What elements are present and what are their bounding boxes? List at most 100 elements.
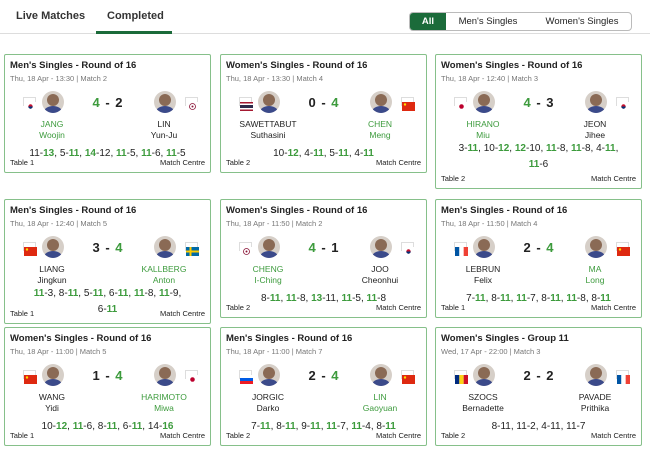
filter-all-button[interactable]: All xyxy=(410,13,446,30)
player-right[interactable]: CHEN Meng xyxy=(345,87,415,147)
set-score: 11-7 xyxy=(516,293,536,304)
match-title: Men's Singles - Round of 16 xyxy=(226,333,353,344)
tpe-flag-icon xyxy=(239,242,253,256)
table-label: Table 1 xyxy=(10,158,35,167)
set-scores: 8-11, 11-2, 4-11, 11-7 xyxy=(491,421,586,432)
player-left[interactable]: WANG Yidi xyxy=(17,360,87,420)
player-left[interactable]: SAWETTABUT Suthasini xyxy=(233,87,303,147)
player-given-name: Jihee xyxy=(584,130,606,140)
player-right[interactable]: PAVADE Prithika xyxy=(560,360,630,420)
table-label: Table 2 xyxy=(226,158,251,167)
player-left[interactable]: LEBRUN Felix xyxy=(448,232,518,292)
avatar xyxy=(154,364,176,386)
china-flag-icon xyxy=(23,370,37,384)
player-left[interactable]: CHENG I-Ching xyxy=(233,232,303,292)
match-card[interactable]: Women's Singles - Round of 16 Thu, 18 Apr… xyxy=(220,54,427,173)
match-card[interactable]: Women's Singles - Group 11 Wed, 17 Apr - … xyxy=(435,327,642,446)
player-right[interactable]: MA Long xyxy=(560,232,630,292)
set-scores: 10-12, 11-6, 8-11, 6-11, 14-16 xyxy=(41,421,174,432)
avatar xyxy=(585,364,607,386)
set-score: 8-11 xyxy=(58,288,79,299)
avatar xyxy=(585,236,607,258)
set-score: 6-11 xyxy=(97,304,118,315)
match-card[interactable]: Women's Singles - Round of 16 Thu, 18 Apr… xyxy=(220,199,427,318)
player-right[interactable]: LIN Yun-Ju xyxy=(129,87,199,147)
match-time: Thu, 18 Apr - 13:30 | Match 4 xyxy=(226,74,324,83)
filter-womens-singles-button[interactable]: Women's Singles xyxy=(545,16,619,27)
match-centre-link[interactable]: Match Centre xyxy=(375,431,421,440)
match-card[interactable]: Men's Singles - Round of 16 Thu, 18 Apr -… xyxy=(220,327,427,446)
match-title: Women's Singles - Round of 16 xyxy=(441,60,583,71)
match-centre-link[interactable]: Match Centre xyxy=(590,431,636,440)
tab-completed[interactable]: Completed xyxy=(107,10,164,22)
player-right[interactable]: JOO Cheonhui xyxy=(345,232,415,292)
match-title: Men's Singles - Round of 16 xyxy=(10,205,137,216)
avatar xyxy=(473,236,495,258)
player-surname: JEON xyxy=(583,119,607,129)
player-surname: LIN xyxy=(157,119,171,129)
china-flag-icon xyxy=(616,242,630,256)
player-surname: HIRANO xyxy=(466,119,500,129)
player-right[interactable]: KALLBERG Anton xyxy=(129,232,199,292)
match-centre-link[interactable]: Match Centre xyxy=(590,303,636,312)
set-scores: 11-13, 5-11, 14-12, 11-5, 11-6, 11-5 xyxy=(29,148,186,159)
set-score: 11-7 xyxy=(326,421,346,432)
tab-live-matches[interactable]: Live Matches xyxy=(16,10,86,22)
player-right[interactable]: LIN Gaoyuan xyxy=(345,360,415,420)
set-score: 11-8 xyxy=(566,293,586,304)
player-left[interactable]: HIRANO Miu xyxy=(448,87,518,147)
table-label: Table 2 xyxy=(226,431,251,440)
match-card[interactable]: Men's Singles - Round of 16 Thu, 18 Apr -… xyxy=(435,199,642,318)
set-score: 8-11 xyxy=(591,293,611,304)
player-given-name: Bernadette xyxy=(462,403,504,413)
match-centre-link[interactable]: Match Centre xyxy=(375,303,421,312)
set-score: 11-8 xyxy=(286,293,306,304)
player-surname: KALLBERG xyxy=(141,264,187,274)
set-score: 11-8 xyxy=(571,143,591,154)
set-score: 11-6 xyxy=(72,421,93,432)
match-score: 2 - 4 xyxy=(523,240,555,255)
set-score: 11-4 xyxy=(351,421,371,432)
korea-flag-icon xyxy=(23,97,37,111)
match-centre-link[interactable]: Match Centre xyxy=(159,431,205,440)
player-surname: JOO xyxy=(371,264,389,274)
avatar xyxy=(473,364,495,386)
set-score: 14-16 xyxy=(147,421,174,432)
match-card[interactable]: Men's Singles - Round of 16 Thu, 18 Apr -… xyxy=(4,199,211,324)
avatar xyxy=(258,364,280,386)
player-given-name: Darko xyxy=(256,403,280,413)
player-right[interactable]: JEON Jihee xyxy=(560,87,630,147)
match-time: Thu, 18 Apr - 11:50 | Match 2 xyxy=(226,219,323,228)
set-score: 11-6 xyxy=(141,148,161,159)
set-score: 8-11 xyxy=(260,293,281,304)
player-left[interactable]: JANG Woojin xyxy=(17,87,87,147)
match-centre-link[interactable]: Match Centre xyxy=(590,174,636,183)
match-centre-link[interactable]: Match Centre xyxy=(375,158,421,167)
player-given-name: Gaoyuan xyxy=(362,403,398,413)
player-right[interactable]: HARIMOTO Miwa xyxy=(129,360,199,420)
player-surname: SZOCS xyxy=(468,392,498,402)
set-score: 11-8 xyxy=(133,288,154,299)
china-flag-icon xyxy=(23,242,37,256)
set-score: 10-12 xyxy=(273,148,299,159)
france-flag-icon xyxy=(616,370,630,384)
set-score: 7-11 xyxy=(251,421,271,432)
player-given-name: Yun-Ju xyxy=(150,130,178,140)
match-time: Thu, 18 Apr - 12:40 | Match 3 xyxy=(441,74,539,83)
match-card[interactable]: Women's Singles - Round of 16 Thu, 18 Apr… xyxy=(435,54,642,189)
player-given-name: Miu xyxy=(476,130,490,140)
china-flag-icon xyxy=(401,97,415,111)
match-centre-link[interactable]: Match Centre xyxy=(159,309,205,318)
player-surname: CHEN xyxy=(367,119,393,129)
match-card[interactable]: Women's Singles - Round of 16 Thu, 18 Apr… xyxy=(4,327,211,446)
player-left[interactable]: JORGIC Darko xyxy=(233,360,303,420)
match-card[interactable]: Men's Singles - Round of 16 Thu, 18 Apr -… xyxy=(4,54,211,173)
match-time: Thu, 18 Apr - 12:40 | Match 5 xyxy=(10,219,108,228)
match-score: 1 - 4 xyxy=(92,368,124,383)
player-surname: PAVADE xyxy=(578,392,612,402)
player-left[interactable]: SZOCS Bernadette xyxy=(448,360,518,420)
match-centre-link[interactable]: Match Centre xyxy=(159,158,205,167)
filter-mens-singles-button[interactable]: Men's Singles xyxy=(458,16,518,27)
player-left[interactable]: LIANG Jingkun xyxy=(17,232,87,292)
match-score: 2 - 2 xyxy=(523,368,555,383)
